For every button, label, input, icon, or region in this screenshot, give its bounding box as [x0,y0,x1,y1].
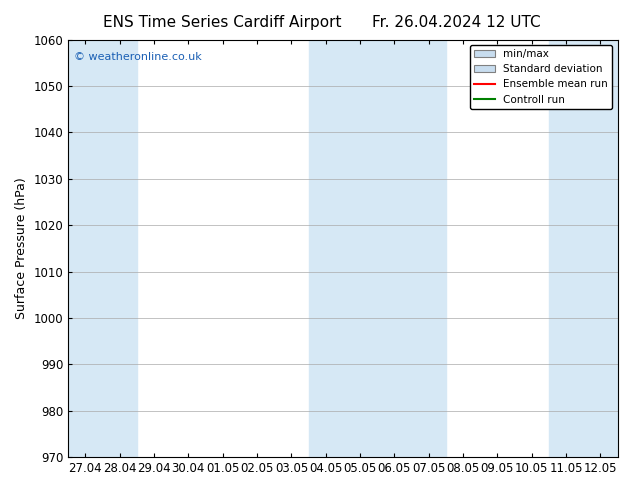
Text: ENS Time Series Cardiff Airport: ENS Time Series Cardiff Airport [103,15,341,30]
Bar [309,40,377,457]
Legend: min/max, Standard deviation, Ensemble mean run, Controll run: min/max, Standard deviation, Ensemble me… [470,45,612,109]
Text: © weatheronline.co.uk: © weatheronline.co.uk [74,52,202,62]
Bar [549,40,618,457]
Bar [68,40,137,457]
Y-axis label: Surface Pressure (hPa): Surface Pressure (hPa) [15,177,28,319]
Bar [377,40,446,457]
Text: Fr. 26.04.2024 12 UTC: Fr. 26.04.2024 12 UTC [372,15,541,30]
